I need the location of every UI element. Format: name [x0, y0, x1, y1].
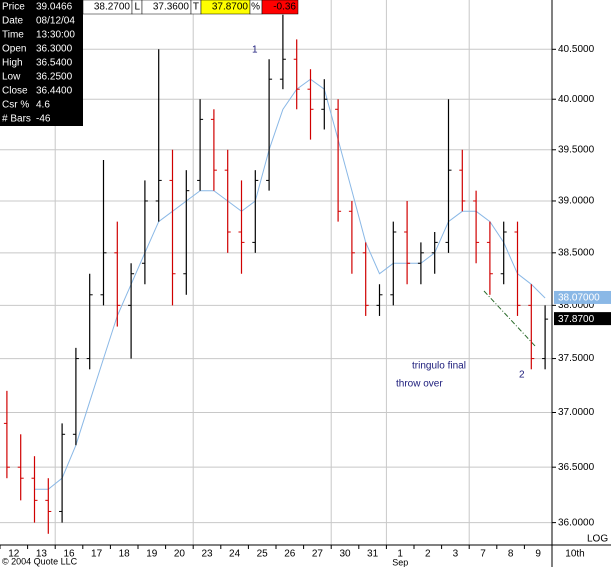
- quote-text: T: [193, 2, 199, 13]
- x-tick-label: 19: [146, 549, 158, 560]
- quote-text: 38.2700: [94, 2, 131, 13]
- x-tick-label: 8: [508, 549, 514, 560]
- x-tick-label: 3: [453, 549, 459, 560]
- x-tick-label: 25: [257, 549, 269, 560]
- y-tick-label: 39.5000: [558, 144, 595, 155]
- info-key: Price: [2, 2, 25, 13]
- info-panel: [0, 0, 83, 126]
- x-tick-label: 30: [339, 549, 351, 560]
- y-tick-label: 36.5000: [558, 462, 595, 473]
- x-tick-label: 16: [63, 549, 75, 560]
- x-tick-label: 13: [36, 549, 48, 560]
- annotation: 2: [519, 370, 525, 381]
- y-tick-label: 36.0000: [558, 517, 595, 528]
- info-value: 36.5400: [36, 58, 73, 69]
- x-tick-label: 12: [8, 549, 20, 560]
- month-label: Sep: [392, 557, 408, 567]
- annotation: tringulo final: [412, 361, 466, 372]
- x-tick-label: 24: [229, 549, 241, 560]
- info-value: 39.0466: [36, 2, 73, 13]
- y-tick-label: 39.0000: [558, 196, 595, 207]
- info-key: Time: [2, 30, 24, 41]
- close-value-label: 37.8700: [558, 314, 595, 325]
- info-key: Open: [2, 44, 26, 55]
- annotation: throw over: [396, 379, 443, 390]
- trend-line: [483, 290, 537, 348]
- info-key: Date: [2, 16, 24, 27]
- quote-text: L: [134, 2, 140, 13]
- y-tick-label: 40.5000: [558, 44, 595, 55]
- quote-text: %: [251, 2, 260, 13]
- x-tick-label: 7: [480, 549, 486, 560]
- quote-text: -0.36: [273, 2, 296, 13]
- info-key: Close: [2, 86, 28, 97]
- y-tick-label: 38.5000: [558, 247, 595, 258]
- x-tick-label: 17: [91, 549, 103, 560]
- x-end-label: 10th: [565, 549, 584, 560]
- moving-average: [34, 78, 546, 490]
- info-key: Low: [2, 72, 21, 83]
- scale-label: LOG: [587, 534, 608, 545]
- info-value: 4.6: [36, 100, 50, 111]
- x-tick-label: 23: [201, 549, 213, 560]
- x-tick-label: 20: [174, 549, 186, 560]
- marks: [3, 14, 549, 534]
- x-tick-label: 31: [367, 549, 379, 560]
- info-value: -46: [36, 114, 51, 125]
- quote-text: 37.3600: [153, 2, 190, 13]
- quote-text: 37.8700: [212, 2, 249, 13]
- x-tick-label: 1: [397, 549, 403, 560]
- ma-value-box: [554, 290, 611, 304]
- x-tick-label: 9: [535, 549, 541, 560]
- info-value: 36.3000: [36, 44, 73, 55]
- quote-cell: [261, 0, 299, 15]
- annotation: 1: [252, 45, 258, 56]
- info-key: Csr %: [2, 100, 29, 111]
- x-tick-label: 27: [312, 549, 324, 560]
- info-value: 08/12/04: [36, 16, 75, 27]
- x-tick-label: 26: [284, 549, 296, 560]
- y-tick-label: 40.0000: [558, 94, 595, 105]
- footer: © 2004 Quote LLC: [2, 556, 78, 566]
- y-tick-label: 37.5000: [558, 353, 595, 364]
- x-tick-label: 2: [425, 549, 431, 560]
- ma-value-label: 38.07000: [558, 293, 600, 304]
- info-value: 36.4400: [36, 86, 73, 97]
- info-value: 13:30:00: [36, 30, 75, 41]
- close-value-box: [554, 312, 611, 326]
- info-key: # Bars: [2, 114, 31, 125]
- y-tick-label: 37.0000: [558, 407, 595, 418]
- info-key: High: [2, 58, 23, 69]
- y-tick-label: 38.0000: [558, 300, 595, 311]
- x-tick-label: 18: [119, 549, 131, 560]
- info-value: 36.2500: [36, 72, 73, 83]
